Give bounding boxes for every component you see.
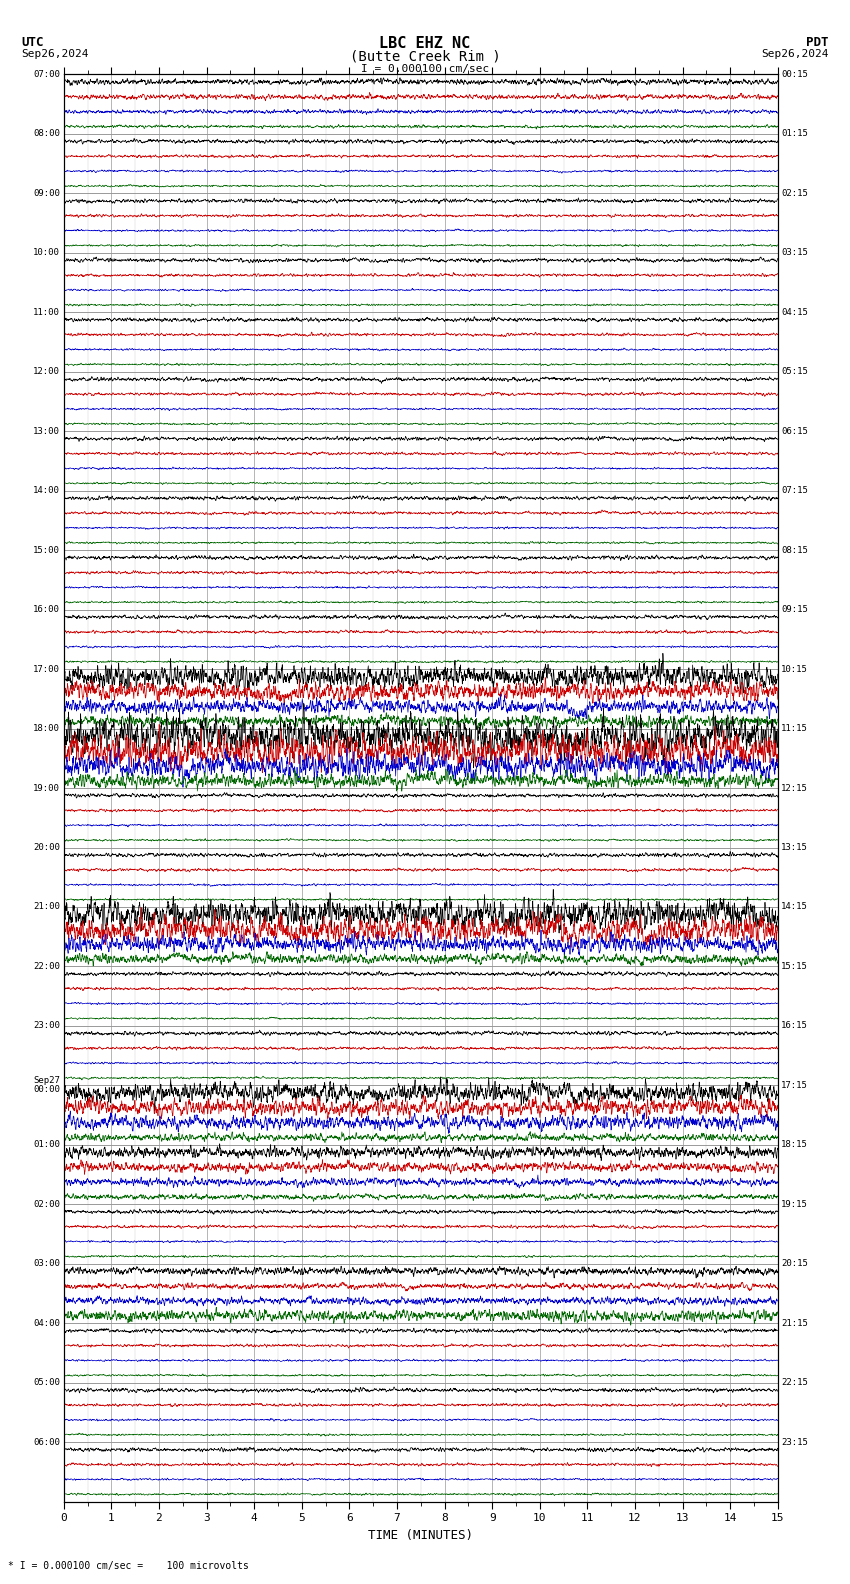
Text: 15:00: 15:00 <box>33 545 60 554</box>
Text: LBC EHZ NC: LBC EHZ NC <box>379 35 471 51</box>
Text: 21:15: 21:15 <box>781 1319 808 1327</box>
Text: 00:00: 00:00 <box>33 1085 60 1095</box>
Text: 15:15: 15:15 <box>781 961 808 971</box>
Text: Sep26,2024: Sep26,2024 <box>21 49 88 59</box>
Text: I = 0.000100 cm/sec: I = 0.000100 cm/sec <box>361 63 489 74</box>
Text: 01:00: 01:00 <box>33 1140 60 1150</box>
Text: 23:15: 23:15 <box>781 1438 808 1446</box>
Text: UTC: UTC <box>21 35 43 49</box>
Text: 13:15: 13:15 <box>781 843 808 852</box>
Text: 14:00: 14:00 <box>33 486 60 496</box>
Text: 16:15: 16:15 <box>781 1022 808 1031</box>
Text: 18:15: 18:15 <box>781 1140 808 1150</box>
Text: 05:15: 05:15 <box>781 367 808 377</box>
Text: PDT: PDT <box>807 35 829 49</box>
Text: 08:00: 08:00 <box>33 130 60 138</box>
Text: * I = 0.000100 cm/sec =    100 microvolts: * I = 0.000100 cm/sec = 100 microvolts <box>8 1562 249 1571</box>
Text: 13:00: 13:00 <box>33 426 60 436</box>
Text: 22:15: 22:15 <box>781 1378 808 1388</box>
Text: 17:00: 17:00 <box>33 665 60 673</box>
X-axis label: TIME (MINUTES): TIME (MINUTES) <box>368 1529 473 1541</box>
Text: 14:15: 14:15 <box>781 903 808 911</box>
Text: 05:00: 05:00 <box>33 1378 60 1388</box>
Text: 21:00: 21:00 <box>33 903 60 911</box>
Text: 19:15: 19:15 <box>781 1199 808 1209</box>
Text: 23:00: 23:00 <box>33 1022 60 1031</box>
Text: 11:15: 11:15 <box>781 724 808 733</box>
Text: 10:00: 10:00 <box>33 249 60 257</box>
Text: Sep27: Sep27 <box>33 1077 60 1085</box>
Text: 06:15: 06:15 <box>781 426 808 436</box>
Text: 18:00: 18:00 <box>33 724 60 733</box>
Text: 17:15: 17:15 <box>781 1080 808 1090</box>
Text: 16:00: 16:00 <box>33 605 60 615</box>
Text: 04:00: 04:00 <box>33 1319 60 1327</box>
Text: 20:15: 20:15 <box>781 1259 808 1269</box>
Text: 09:15: 09:15 <box>781 605 808 615</box>
Text: 07:15: 07:15 <box>781 486 808 496</box>
Text: Sep26,2024: Sep26,2024 <box>762 49 829 59</box>
Text: 11:00: 11:00 <box>33 307 60 317</box>
Text: 02:15: 02:15 <box>781 188 808 198</box>
Text: 09:00: 09:00 <box>33 188 60 198</box>
Text: 19:00: 19:00 <box>33 784 60 792</box>
Text: 02:00: 02:00 <box>33 1199 60 1209</box>
Text: 03:00: 03:00 <box>33 1259 60 1269</box>
Text: 00:15: 00:15 <box>781 70 808 79</box>
Text: 08:15: 08:15 <box>781 545 808 554</box>
Text: 10:15: 10:15 <box>781 665 808 673</box>
Text: 04:15: 04:15 <box>781 307 808 317</box>
Text: 07:00: 07:00 <box>33 70 60 79</box>
Text: (Butte Creek Rim ): (Butte Creek Rim ) <box>349 49 501 63</box>
Text: 20:00: 20:00 <box>33 843 60 852</box>
Text: 12:15: 12:15 <box>781 784 808 792</box>
Text: 12:00: 12:00 <box>33 367 60 377</box>
Text: 01:15: 01:15 <box>781 130 808 138</box>
Text: 06:00: 06:00 <box>33 1438 60 1446</box>
Text: 22:00: 22:00 <box>33 961 60 971</box>
Text: 03:15: 03:15 <box>781 249 808 257</box>
